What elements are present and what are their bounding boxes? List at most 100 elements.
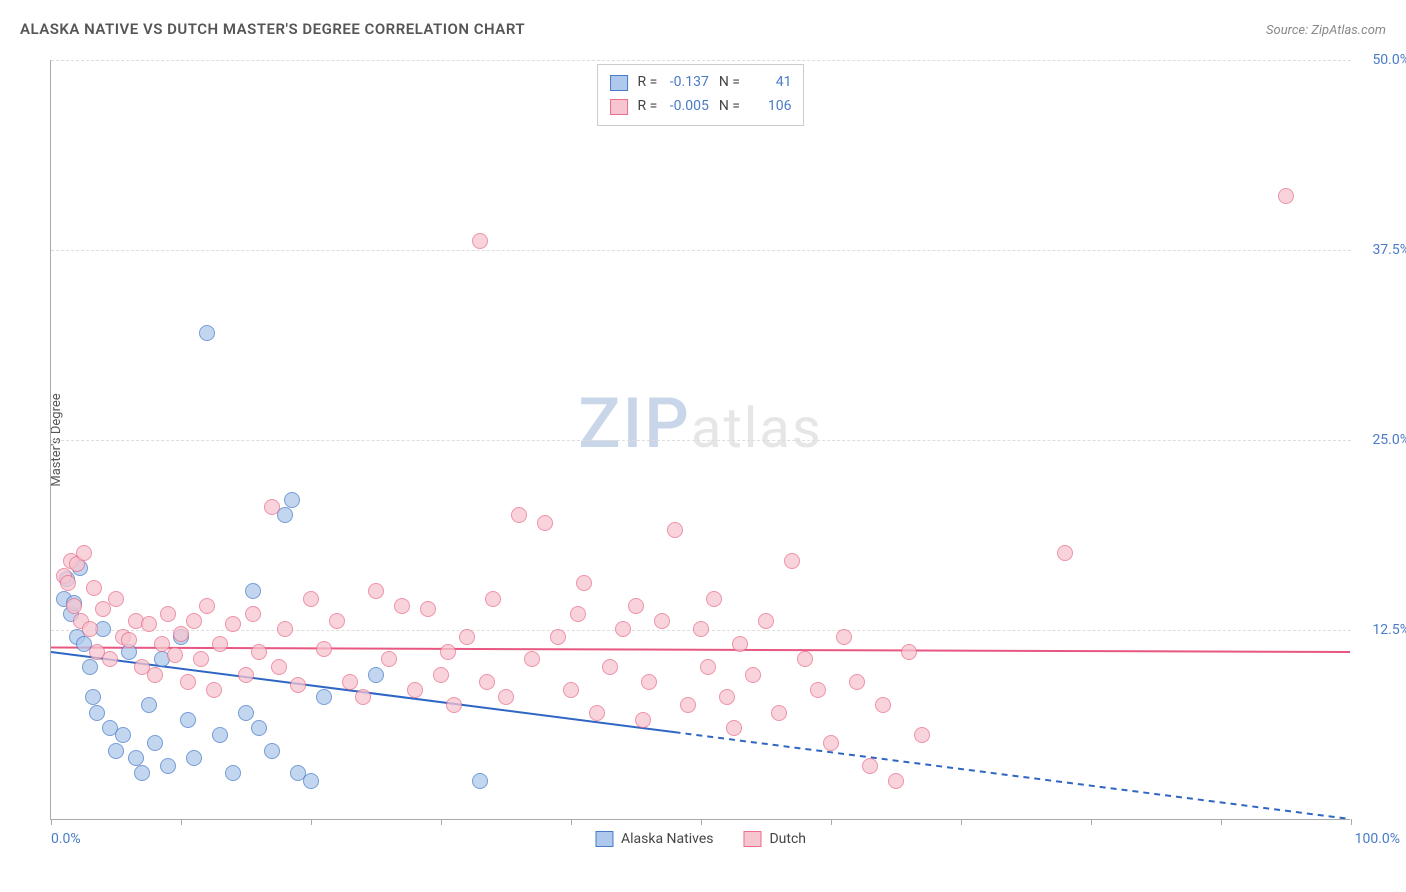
- n-value-1: 106: [743, 95, 791, 119]
- grid-line: [51, 250, 1351, 251]
- watermark: ZIPatlas: [578, 383, 822, 465]
- x-tick: [571, 819, 572, 825]
- data-point-series-1: [381, 651, 397, 667]
- n-value-0: 41: [743, 71, 791, 95]
- data-point-series-0: [264, 743, 280, 759]
- data-point-series-1: [758, 613, 774, 629]
- data-point-series-1: [167, 647, 183, 663]
- data-point-series-0: [134, 765, 150, 781]
- x-axis-min-label: 0.0%: [51, 831, 81, 847]
- data-point-series-1: [76, 545, 92, 561]
- legend-swatch-0: [595, 831, 613, 847]
- data-point-series-1: [186, 613, 202, 629]
- correlation-stats-box: R = -0.137 N = 41 R = -0.005 N = 106: [597, 64, 805, 126]
- data-point-series-1: [290, 677, 306, 693]
- data-point-series-1: [342, 674, 358, 690]
- x-tick: [961, 819, 962, 825]
- data-point-series-1: [862, 758, 878, 774]
- r-value-1: -0.005: [661, 95, 709, 119]
- legend-item-1: Dutch: [743, 831, 806, 847]
- y-tick-label: 12.5%: [1355, 622, 1406, 638]
- data-point-series-1: [60, 575, 76, 591]
- source-attribution: Source: ZipAtlas.com: [1266, 23, 1386, 38]
- data-point-series-1: [901, 644, 917, 660]
- data-point-series-1: [459, 629, 475, 645]
- data-point-series-1: [316, 641, 332, 657]
- data-point-series-1: [706, 591, 722, 607]
- x-tick: [181, 819, 182, 825]
- data-point-series-1: [420, 601, 436, 617]
- data-point-series-1: [784, 553, 800, 569]
- data-point-series-1: [628, 598, 644, 614]
- data-point-series-0: [284, 492, 300, 508]
- data-point-series-0: [368, 667, 384, 683]
- data-point-series-1: [251, 644, 267, 660]
- data-point-series-0: [141, 697, 157, 713]
- data-point-series-1: [511, 507, 527, 523]
- data-point-series-1: [602, 659, 618, 675]
- data-point-series-1: [479, 674, 495, 690]
- data-point-series-1: [193, 651, 209, 667]
- legend-label-1: Dutch: [769, 831, 806, 847]
- data-point-series-1: [576, 575, 592, 591]
- data-point-series-1: [121, 632, 137, 648]
- data-point-series-1: [823, 735, 839, 751]
- data-point-series-1: [206, 682, 222, 698]
- x-tick: [1091, 819, 1092, 825]
- data-point-series-1: [82, 621, 98, 637]
- data-point-series-1: [810, 682, 826, 698]
- stats-row-series-0: R = -0.137 N = 41: [610, 71, 792, 95]
- data-point-series-1: [719, 689, 735, 705]
- data-point-series-1: [147, 667, 163, 683]
- x-axis-max-label: 100.0%: [1355, 831, 1400, 847]
- x-tick: [51, 819, 52, 825]
- data-point-series-0: [225, 765, 241, 781]
- y-tick-label: 50.0%: [1355, 52, 1406, 68]
- data-point-series-0: [180, 712, 196, 728]
- data-point-series-1: [141, 616, 157, 632]
- data-point-series-1: [329, 613, 345, 629]
- data-point-series-1: [797, 651, 813, 667]
- data-point-series-1: [667, 522, 683, 538]
- chart-title: ALASKA NATIVE VS DUTCH MASTER'S DEGREE C…: [20, 20, 525, 38]
- data-point-series-1: [700, 659, 716, 675]
- data-point-series-1: [407, 682, 423, 698]
- data-point-series-0: [472, 773, 488, 789]
- data-point-series-0: [128, 750, 144, 766]
- data-point-series-1: [277, 621, 293, 637]
- data-point-series-1: [225, 616, 241, 632]
- legend: Alaska Natives Dutch: [595, 831, 806, 847]
- legend-item-0: Alaska Natives: [595, 831, 714, 847]
- data-point-series-1: [440, 644, 456, 660]
- data-point-series-0: [238, 705, 254, 721]
- data-point-series-1: [550, 629, 566, 645]
- data-point-series-1: [654, 613, 670, 629]
- data-point-series-0: [147, 735, 163, 751]
- watermark-sub: atlas: [691, 395, 823, 461]
- y-tick-label: 25.0%: [1355, 432, 1406, 448]
- data-point-series-1: [771, 705, 787, 721]
- data-point-series-1: [745, 667, 761, 683]
- data-point-series-1: [680, 697, 696, 713]
- data-point-series-1: [836, 629, 852, 645]
- data-point-series-1: [212, 636, 228, 652]
- data-point-series-1: [641, 674, 657, 690]
- chart-area: Master's Degree ZIPatlas R = -0.137 N = …: [50, 60, 1350, 820]
- data-point-series-1: [86, 580, 102, 596]
- data-point-series-1: [303, 591, 319, 607]
- data-point-series-1: [485, 591, 501, 607]
- data-point-series-0: [245, 583, 261, 599]
- data-point-series-1: [732, 636, 748, 652]
- data-point-series-1: [693, 621, 709, 637]
- data-point-series-1: [355, 689, 371, 705]
- x-tick: [441, 819, 442, 825]
- data-point-series-1: [726, 720, 742, 736]
- data-point-series-1: [368, 583, 384, 599]
- data-point-series-1: [271, 659, 287, 675]
- data-point-series-1: [849, 674, 865, 690]
- x-tick: [831, 819, 832, 825]
- grid-line: [51, 60, 1351, 61]
- y-tick-label: 37.5%: [1355, 242, 1406, 258]
- data-point-series-1: [615, 621, 631, 637]
- data-point-series-1: [264, 499, 280, 515]
